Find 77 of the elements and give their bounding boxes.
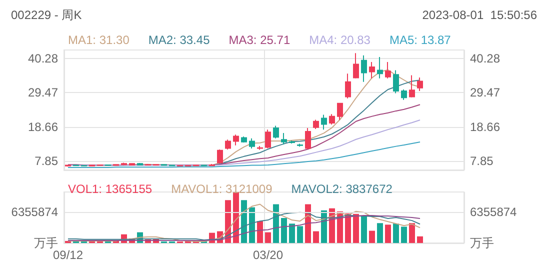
candlestick	[217, 148, 223, 164]
candlestick	[249, 138, 255, 150]
candlestick	[321, 114, 327, 130]
y-tick-label: 40.28	[28, 52, 58, 66]
bar	[281, 218, 287, 243]
bar	[265, 232, 271, 243]
chart-title: 002229 - 周K	[11, 8, 82, 22]
bar	[401, 226, 407, 243]
text: MA1: 31.30	[68, 33, 130, 47]
candlestick	[417, 76, 423, 92]
candlestick	[353, 52, 359, 79]
bar	[417, 236, 423, 243]
candlestick	[289, 140, 295, 144]
candlestick	[297, 143, 303, 148]
candlestick	[161, 164, 167, 166]
text: MA5: 13.87	[389, 33, 452, 47]
candlestick	[65, 164, 71, 168]
bar	[313, 231, 319, 243]
y-tick-label: 29.47	[28, 86, 58, 100]
bar	[297, 226, 303, 243]
candlestick	[337, 102, 343, 120]
candlestick	[209, 164, 215, 166]
y-tick-label: 7.85	[34, 154, 58, 168]
candlestick	[257, 146, 263, 150]
bar	[393, 224, 399, 243]
y2-tick-label: 7.85	[470, 154, 494, 168]
text: MA2: 33.45	[148, 33, 210, 47]
candlestick	[377, 56, 383, 79]
bar	[369, 230, 375, 243]
candlestick	[281, 132, 287, 145]
bar	[241, 200, 247, 243]
y-tick-label: 18.66	[28, 120, 58, 134]
candlestick	[393, 70, 399, 94]
line-series	[68, 141, 420, 168]
candlestick	[345, 73, 351, 99]
candlestick	[113, 164, 119, 166]
series-label: MAVOL1: 3121009	[171, 182, 273, 196]
y2-tick-label: 40.28	[470, 52, 500, 66]
x-tick-label: 03/20	[252, 248, 284, 262]
chart-subtitle: 2023-08-01 15:50:56	[422, 8, 538, 22]
y2-axis-title: 万手	[470, 236, 494, 250]
candlestick	[273, 125, 279, 139]
candlestick	[137, 162, 143, 166]
text: 6355874	[11, 204, 58, 219]
candlestick	[313, 119, 319, 130]
y-axis-title: 万手	[34, 236, 58, 250]
y2-tick-label: 18.66	[470, 120, 500, 134]
y2-tick-label: 29.47	[470, 86, 500, 100]
candlestick	[401, 88, 407, 100]
series-label: MAVOL2: 3837672	[291, 182, 393, 196]
bar	[361, 216, 367, 243]
text: VOL1: 1365155	[68, 182, 152, 196]
bar	[409, 223, 415, 243]
candlestick	[233, 134, 239, 146]
text: 6355874	[470, 204, 518, 219]
bar	[385, 224, 391, 243]
bar	[377, 223, 383, 243]
bar	[257, 221, 263, 243]
candlestick	[369, 62, 375, 79]
candlestick	[121, 162, 127, 166]
x-tick-label: 09/12	[52, 248, 84, 262]
candlestick	[385, 62, 391, 79]
bar	[289, 224, 295, 243]
candlestick	[305, 128, 311, 150]
candlestick	[265, 129, 271, 149]
candlestick	[129, 162, 135, 166]
line-series	[68, 104, 420, 166]
candlestick	[89, 164, 95, 167]
text: MA3: 25.71	[228, 33, 290, 47]
candlestick	[409, 74, 415, 98]
candlestick	[361, 54, 367, 82]
text: MA4: 20.83	[309, 33, 371, 47]
bar	[249, 207, 255, 243]
candlestick	[329, 114, 335, 126]
candlestick	[241, 136, 247, 144]
bar	[353, 214, 359, 243]
candlestick	[225, 139, 231, 150]
